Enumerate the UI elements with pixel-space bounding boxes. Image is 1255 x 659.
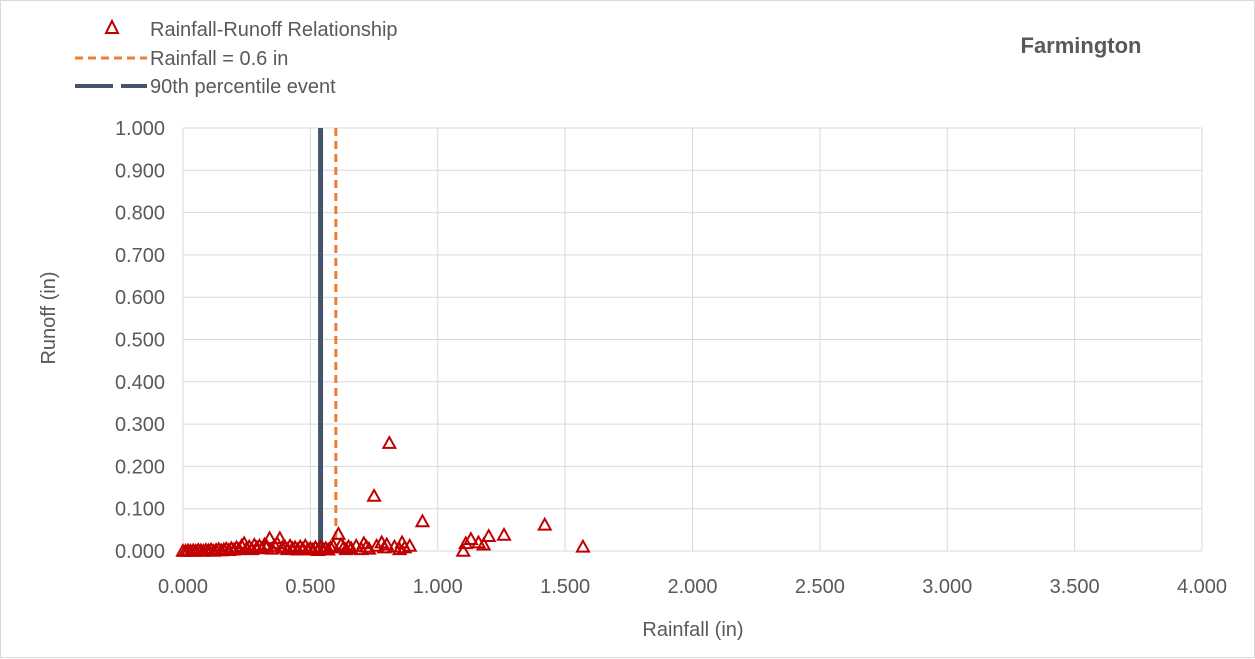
chart-title: Farmington bbox=[1021, 33, 1142, 58]
legend-label-threshold: Rainfall = 0.6 in bbox=[150, 48, 288, 70]
y-tick-label: 0.800 bbox=[115, 203, 165, 225]
x-tick-label: 4.000 bbox=[1177, 576, 1227, 598]
scatter-point bbox=[320, 541, 336, 556]
scatter-point bbox=[414, 513, 431, 528]
y-tick-label: 0.200 bbox=[115, 456, 165, 478]
reference-lines bbox=[318, 128, 338, 551]
scatter-point bbox=[323, 539, 339, 554]
y-tick-label: 1.000 bbox=[115, 118, 165, 140]
legend-label-percentile: 90th percentile event bbox=[150, 76, 336, 98]
scatter-point bbox=[575, 538, 591, 553]
scatter-point bbox=[458, 535, 474, 550]
x-tick-label: 3.500 bbox=[1050, 576, 1100, 598]
y-tick-label: 0.000 bbox=[115, 541, 165, 563]
y-tick-label: 0.700 bbox=[115, 245, 165, 267]
legend-marker-triangle bbox=[104, 18, 120, 34]
x-tick-label: 1.500 bbox=[540, 576, 590, 598]
scatter-point bbox=[475, 536, 492, 551]
scatter-points bbox=[175, 435, 591, 557]
scatter-point bbox=[261, 530, 278, 545]
scatter-point bbox=[537, 516, 553, 531]
scatter-point bbox=[343, 540, 359, 555]
y-tick-label: 0.600 bbox=[115, 287, 165, 309]
scatter-point bbox=[455, 542, 471, 557]
scatter-point bbox=[381, 435, 398, 449]
grid-lines bbox=[182, 127, 1203, 552]
y-tick-label: 0.900 bbox=[115, 160, 165, 182]
scatter-point bbox=[402, 537, 418, 552]
scatter-point bbox=[366, 487, 382, 502]
x-tick-label: 0.000 bbox=[158, 576, 208, 598]
scatter-point bbox=[391, 541, 408, 556]
x-tick-label: 2.000 bbox=[667, 576, 717, 598]
scatter-point bbox=[496, 526, 512, 541]
scatter-point bbox=[340, 538, 357, 553]
scatter-point bbox=[358, 538, 375, 553]
scatter-point bbox=[481, 528, 497, 542]
scatter-point bbox=[272, 530, 288, 545]
scatter-point bbox=[396, 539, 413, 554]
y-tick-label: 0.500 bbox=[115, 330, 165, 352]
y-tick-label: 0.100 bbox=[115, 499, 165, 521]
y-axis-title: Runoff (in) bbox=[38, 271, 60, 364]
x-axis-title: Rainfall (in) bbox=[642, 619, 743, 641]
x-tick-label: 3.000 bbox=[922, 576, 972, 598]
x-tick-label: 1.000 bbox=[413, 576, 463, 598]
x-tick-label: 0.500 bbox=[285, 576, 335, 598]
x-tick-label: 2.500 bbox=[795, 576, 845, 598]
y-tick-label: 0.300 bbox=[115, 414, 165, 436]
scatter-point bbox=[379, 536, 395, 551]
scatter-point bbox=[330, 526, 347, 540]
scatter-point bbox=[368, 537, 385, 552]
y-tick-label: 0.400 bbox=[115, 372, 165, 394]
scatter-point bbox=[463, 531, 479, 545]
legend-label-scatter: Rainfall-Runoff Relationship bbox=[150, 19, 398, 41]
x-tick-labels: 0.000 0.500 1.000 1.500 2.000 2.500 3.000 3.500… bbox=[158, 576, 1227, 598]
y-tick-labels: 0.000 0.100 0.200 0.300 0.400 0.500 0.600 0.700… bbox=[115, 118, 165, 563]
legend: Rainfall-Runoff Relationship Rainfall = … bbox=[75, 18, 398, 98]
